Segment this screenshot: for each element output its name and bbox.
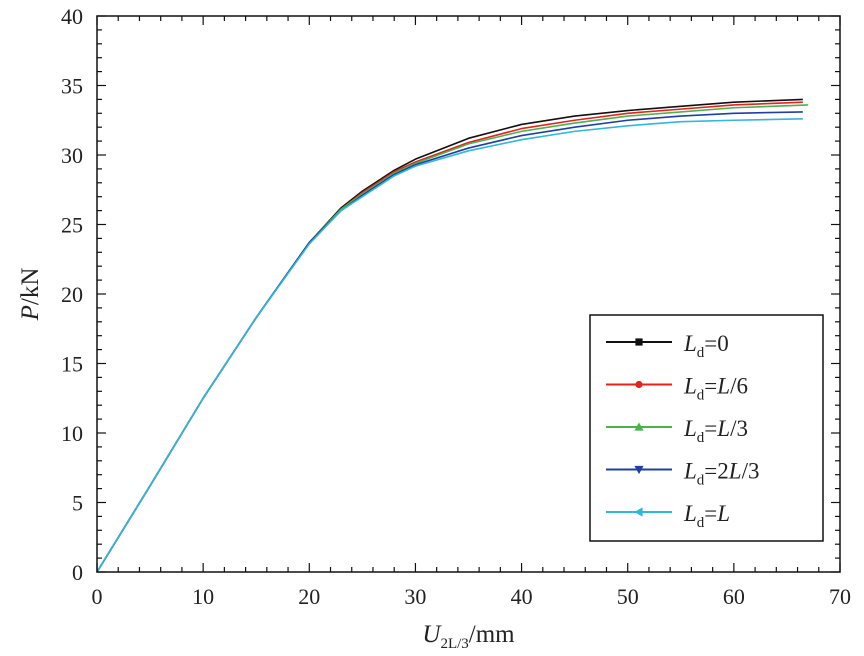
y-tick-label: 5 [72,491,83,516]
y-tick-label: 10 [61,421,83,446]
y-axis-label-symbol: P [17,305,44,321]
legend-label-coef: 2 [717,459,729,484]
legend-label-subscript: d [697,473,705,489]
legend-label-subscript: d [697,388,705,404]
legend-marker [634,507,643,517]
legend-label-subscript: d [697,345,705,361]
x-axis-label-unit: /mm [469,621,515,648]
legend-label-frac: /6 [730,374,748,399]
x-tick-label: 30 [404,584,426,609]
y-tick-label: 40 [61,4,83,29]
x-tick-label: 50 [617,584,639,609]
legend-label-symbol: L [683,331,697,356]
series-line-5 [96,118,803,573]
legend-label-var: L [716,374,730,399]
legend-label-var: L [728,459,742,484]
y-tick-label: 20 [61,282,83,307]
x-axis-label-subscript: 2L/3 [440,636,468,652]
legend-label-var: L [716,416,730,441]
x-tick-label: 40 [511,584,533,609]
legend: Ld=0Ld=L/6Ld=L/3Ld=2L/3Ld=L [589,314,824,542]
x-tick-label: 0 [92,584,103,609]
legend-label: Ld=0 [683,331,729,361]
legend-marker [634,465,644,475]
x-tick-label: 70 [829,584,851,609]
y-tick-label: 0 [72,560,83,585]
legend-label-equals: = [704,374,717,399]
legend-label-equals: = [704,416,717,441]
legend-label-symbol: L [683,374,697,399]
x-tick-label: 20 [298,584,320,609]
legend-label-symbol: L [683,501,697,526]
legend-marker [634,422,644,431]
y-tick-label: 35 [61,74,83,99]
x-axis-label-symbol: U [422,621,442,648]
legend-label: Ld=2L/3 [683,459,759,489]
legend-label-equals: = [704,459,717,484]
legend-label-var: L [716,501,730,526]
x-tick-label: 60 [723,584,745,609]
legend-marker [635,338,643,346]
x-axis-label: U2L/3/mm [422,621,515,652]
legend-marker [635,380,643,389]
legend-label: Ld=L/3 [683,416,748,446]
y-tick-label: 15 [61,352,83,377]
y-axis-label: P/kN [17,268,44,322]
legend-label-subscript: d [697,430,705,446]
legend-label-symbol: L [683,459,697,484]
legend-label-equals: =0 [704,331,728,356]
y-tick-label: 25 [61,213,83,238]
legend-label: Ld=L [683,501,730,531]
legend-label-symbol: L [683,416,697,441]
y-tick-label: 30 [61,143,83,168]
x-tick-label: 10 [192,584,214,609]
legend-label-equals: = [704,501,717,526]
legend-label-subscript: d [697,515,705,531]
legend-label: Ld=L/6 [683,374,748,404]
y-axis-label-unit: /kN [17,268,44,306]
legend-label-frac: /3 [742,459,760,484]
legend-label-frac: /3 [730,416,748,441]
plot-area [96,98,809,573]
axes: 0 10 20 30 40 50 60 700510152025303540U2L/3/mmP… [17,4,851,652]
